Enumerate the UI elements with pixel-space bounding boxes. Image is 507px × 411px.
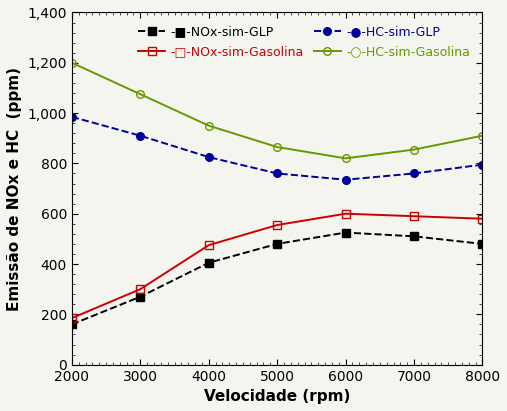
X-axis label: Velocidade (rpm): Velocidade (rpm) [204,389,350,404]
Y-axis label: Emissão de NOx e HC  (ppm): Emissão de NOx e HC (ppm) [7,67,22,311]
Legend: -■-NOx-sim-GLP, -□-NOx-sim-Gasolina, -●-HC-sim-GLP, -○-HC-sim-Gasolina: -■-NOx-sim-GLP, -□-NOx-sim-Gasolina, -●-… [132,18,476,65]
